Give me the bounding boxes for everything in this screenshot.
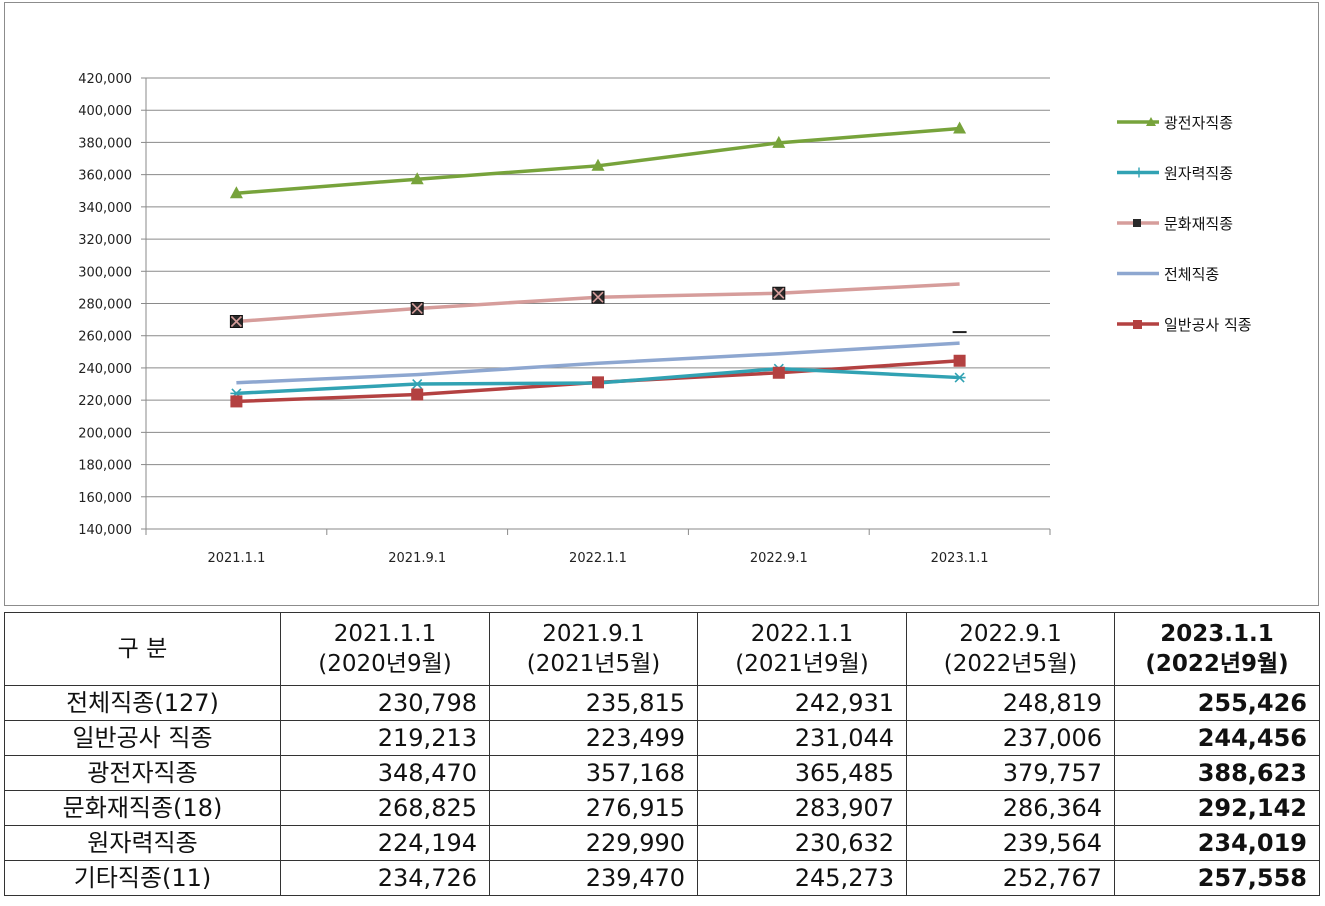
data-point [411, 378, 424, 390]
y-tick-label: 420,000 [78, 72, 132, 87]
data-point-cross [592, 291, 604, 303]
header-col-5: 2023.1.1 (2022년9월) [1114, 612, 1320, 686]
y-tick-label: 260,000 [78, 330, 132, 345]
table-cell: 239,470 [489, 860, 698, 896]
table-cell: 276,915 [489, 790, 698, 826]
table-cell: 348,470 [280, 755, 490, 791]
table-row: 전체직종(127) 230,798 235,815 242,931 248,81… [4, 685, 1320, 721]
table-cell: 245,273 [697, 860, 907, 896]
header-col-4: 2022.9.1 (2022년5월) [906, 612, 1115, 686]
data-table: 구 분 2021.1.1 (2020년9월) 2021.9.1 (2021년5월) … [4, 612, 1320, 896]
y-tick-label: 140,000 [78, 523, 132, 538]
row-label: 일반공사 직종 [4, 720, 281, 756]
legend-marker [1133, 219, 1141, 227]
table-cell: 231,044 [697, 720, 907, 756]
row-label: 문화재직종(18) [4, 790, 281, 826]
table-cell: 388,623 [1114, 755, 1320, 791]
chart-canvas: 420,000 400,000 380,000 360,000 340,000 320,0… [78, 72, 1252, 566]
table-row: 원자력직종 224,194 229,990 230,632 239,564 23… [4, 825, 1320, 861]
data-point [410, 172, 424, 185]
data-point-cross [411, 302, 423, 315]
data-point [229, 186, 243, 199]
y-tick-label: 360,000 [78, 169, 132, 184]
row-label: 원자력직종 [4, 825, 281, 861]
data-point [411, 388, 424, 401]
table-row: 일반공사 직종 219,213 223,499 231,044 237,006 … [4, 720, 1320, 756]
data-point-cross [230, 315, 242, 328]
legend-marker [1133, 320, 1142, 329]
legend-marker [1134, 167, 1144, 178]
table-cell: 224,194 [280, 825, 490, 861]
table-cell: 235,815 [489, 685, 698, 721]
table-cell: 257,558 [1114, 860, 1320, 896]
header-col-1: 2021.1.1 (2020년9월) [280, 612, 490, 686]
y-tick-label: 280,000 [78, 298, 132, 313]
table-cell: 268,825 [280, 790, 490, 826]
table-row: 기타직종(11) 234,726 239,470 245,273 252,767… [4, 860, 1320, 896]
data-point [772, 366, 785, 379]
y-tick-label: 300,000 [78, 265, 132, 280]
row-label: 전체직종(127) [4, 685, 281, 721]
data-point [953, 372, 966, 383]
table-cell: 292,142 [1114, 790, 1320, 826]
y-tick-label: 160,000 [78, 491, 132, 506]
x-tick-label: 2022.1.1 [569, 551, 627, 566]
table-cell: 237,006 [906, 720, 1115, 756]
y-tick-label: 200,000 [78, 426, 132, 441]
table-cell: 234,726 [280, 860, 490, 896]
table-cell: 223,499 [489, 720, 698, 756]
y-tick-label: 380,000 [78, 136, 132, 151]
data-point [592, 376, 604, 389]
table-cell: 379,757 [906, 755, 1115, 791]
header-col-2: 2021.9.1 (2021년5월) [489, 612, 698, 686]
table-cell: 286,364 [906, 790, 1115, 826]
table-cell: 230,798 [280, 685, 490, 721]
row-label: 광전자직종 [4, 755, 281, 791]
y-tick-label: 400,000 [78, 104, 132, 119]
legend-label: 광전자직종 [1164, 114, 1233, 132]
table-cell: 283,907 [697, 790, 907, 826]
x-tick-label: 2021.1.1 [207, 551, 265, 566]
series-line-4 [236, 341, 960, 385]
y-tick-label: 220,000 [78, 394, 132, 409]
y-tick-label: 340,000 [78, 201, 132, 216]
data-point [953, 354, 966, 367]
x-tick-label: 2021.9.1 [388, 551, 446, 566]
line-chart: 420,000 400,000 380,000 360,000 340,000 320,0… [4, 2, 1319, 606]
y-tick-label: 180,000 [78, 459, 132, 474]
legend-label: 원자력직종 [1164, 165, 1233, 183]
legend-label: 문화재직종 [1164, 215, 1233, 233]
table-cell: 244,456 [1114, 720, 1320, 756]
table-row: 광전자직종 348,470 357,168 365,485 379,757 38… [4, 755, 1320, 791]
legend-marker [1146, 117, 1156, 126]
table-cell: 255,426 [1114, 685, 1320, 721]
table-cell: 234,019 [1114, 825, 1320, 861]
table-header-row: 구 분 2021.1.1 (2020년9월) 2021.9.1 (2021년5월) … [4, 612, 1320, 686]
table-cell: 229,990 [489, 825, 698, 861]
data-point [591, 158, 605, 171]
legend-label: 전체직종 [1164, 266, 1219, 284]
y-tick-label: 320,000 [78, 233, 132, 248]
data-point [953, 121, 967, 134]
header-label: 구 분 [4, 612, 281, 686]
legend-label: 일반공사 직종 [1164, 316, 1252, 334]
header-col-3: 2022.1.1 (2021년9월) [697, 612, 907, 686]
data-point-cross [773, 287, 785, 299]
table-cell: 219,213 [280, 720, 490, 756]
table-cell: 252,767 [906, 860, 1115, 896]
table-cell: 248,819 [906, 685, 1115, 721]
x-tick-label: 2022.9.1 [750, 551, 808, 566]
table-cell: 242,931 [697, 685, 907, 721]
data-point [772, 135, 786, 148]
table-cell: 230,632 [697, 825, 907, 861]
table-cell: 357,168 [489, 755, 698, 791]
table-cell: 239,564 [906, 825, 1115, 861]
row-label: 기타직종(11) [4, 860, 281, 896]
y-tick-label: 240,000 [78, 362, 132, 377]
table-row: 문화재직종(18) 268,825 276,915 283,907 286,36… [4, 790, 1320, 826]
table-cell: 365,485 [697, 755, 907, 791]
x-tick-label: 2023.1.1 [931, 551, 989, 566]
data-point [230, 395, 243, 408]
